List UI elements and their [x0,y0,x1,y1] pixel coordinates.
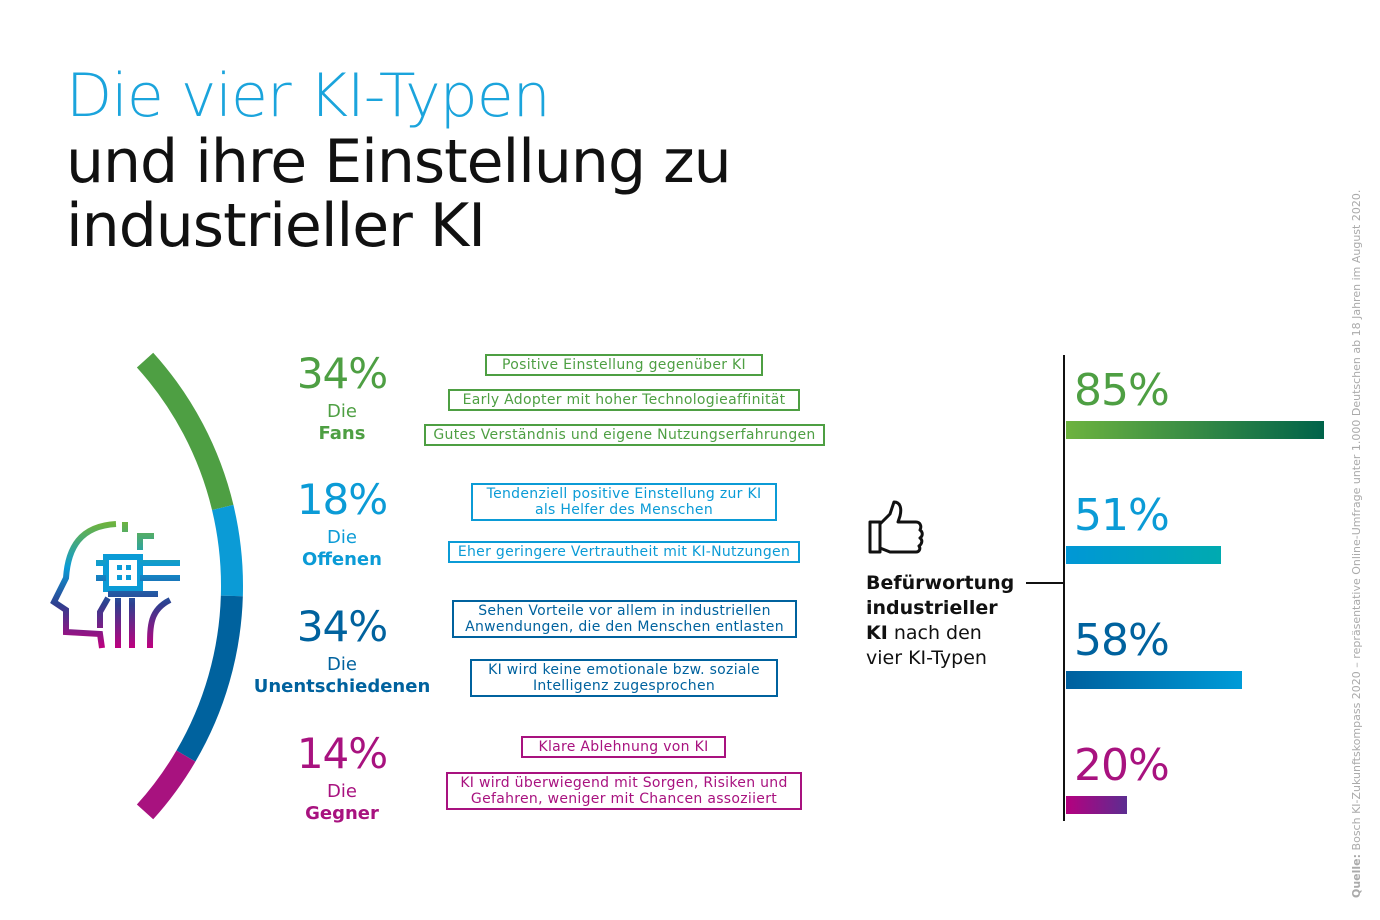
trait-box: Tendenziell positive Einstellung zur KI … [471,483,777,521]
legend-bold-2: industrieller [866,597,998,619]
trait-box: Gutes Verständnis und eigene Nutzungserf… [424,424,825,446]
trait-box: Sehen Vorteile vor allem in industrielle… [452,600,797,638]
arc-segment-unentschiedenen [176,595,243,762]
title-line-2: und ihre Einstellung zu [66,127,732,197]
arc-segment-offenen [211,504,243,597]
type-arc-chart [50,352,243,820]
trait-box: KI wird überwiegend mit Sorgen, Risiken … [446,772,802,810]
source-label: Quelle: [1350,853,1363,898]
type-name: Fans [318,423,366,444]
type-percent: 18% [296,475,388,524]
bar-offenen [1066,546,1221,564]
bar-unentschiedenen [1066,671,1242,689]
bar-axis [1063,355,1065,821]
title-line-3: industrieller KI [66,191,486,261]
trait-box: Klare Ablehnung von KI [521,736,726,758]
bar-label: 85% [1074,365,1170,416]
legend-connector [1026,582,1065,584]
type-die: Die [327,527,357,548]
source-text: Bosch KI-Zukunftskompass 2020 – repräsen… [1350,189,1363,854]
bar-gegner [1066,796,1127,814]
type-name: Unentschiedenen [253,676,431,697]
bar-label: 20% [1074,740,1170,791]
type-name: Offenen [302,549,382,570]
bar-label: 58% [1074,615,1170,666]
type-percent: 14% [296,729,388,778]
title-line-1: Die vier KI-Typen [66,61,551,131]
bar-chart-legend: Befürwortung industrieller KI nach den v… [866,571,1014,671]
type-die: Die [327,781,357,802]
legend-line-4: vier KI-Typen [866,647,987,669]
type-percent: 34% [296,349,388,398]
type-percent: 34% [296,602,388,651]
trait-box: Positive Einstellung gegenüber KI [485,354,763,376]
bar-label: 51% [1074,490,1170,541]
legend-bold-3: KI [866,622,888,644]
thumbs-up-icon [868,500,924,554]
trait-box: KI wird keine emotionale bzw. soziale In… [470,659,778,697]
arc-segment-gegner [136,750,196,820]
trait-box: Eher geringere Vertrautheit mit KI-Nutzu… [448,541,800,563]
trait-box: Early Adopter mit hoher Technologieaffin… [448,389,800,411]
ai-head-icon [50,521,180,649]
type-die: Die [327,401,357,422]
bar-fans [1066,421,1324,439]
legend-rest-3: nach den [887,622,982,644]
type-name: Gegner [305,803,379,824]
source-note: Quelle: Bosch KI-Zukunftskompass 2020 – … [1350,190,1363,898]
arc-segment-fans [136,352,234,511]
legend-bold-1: Befürwortung [866,572,1015,594]
type-die: Die [327,654,357,675]
